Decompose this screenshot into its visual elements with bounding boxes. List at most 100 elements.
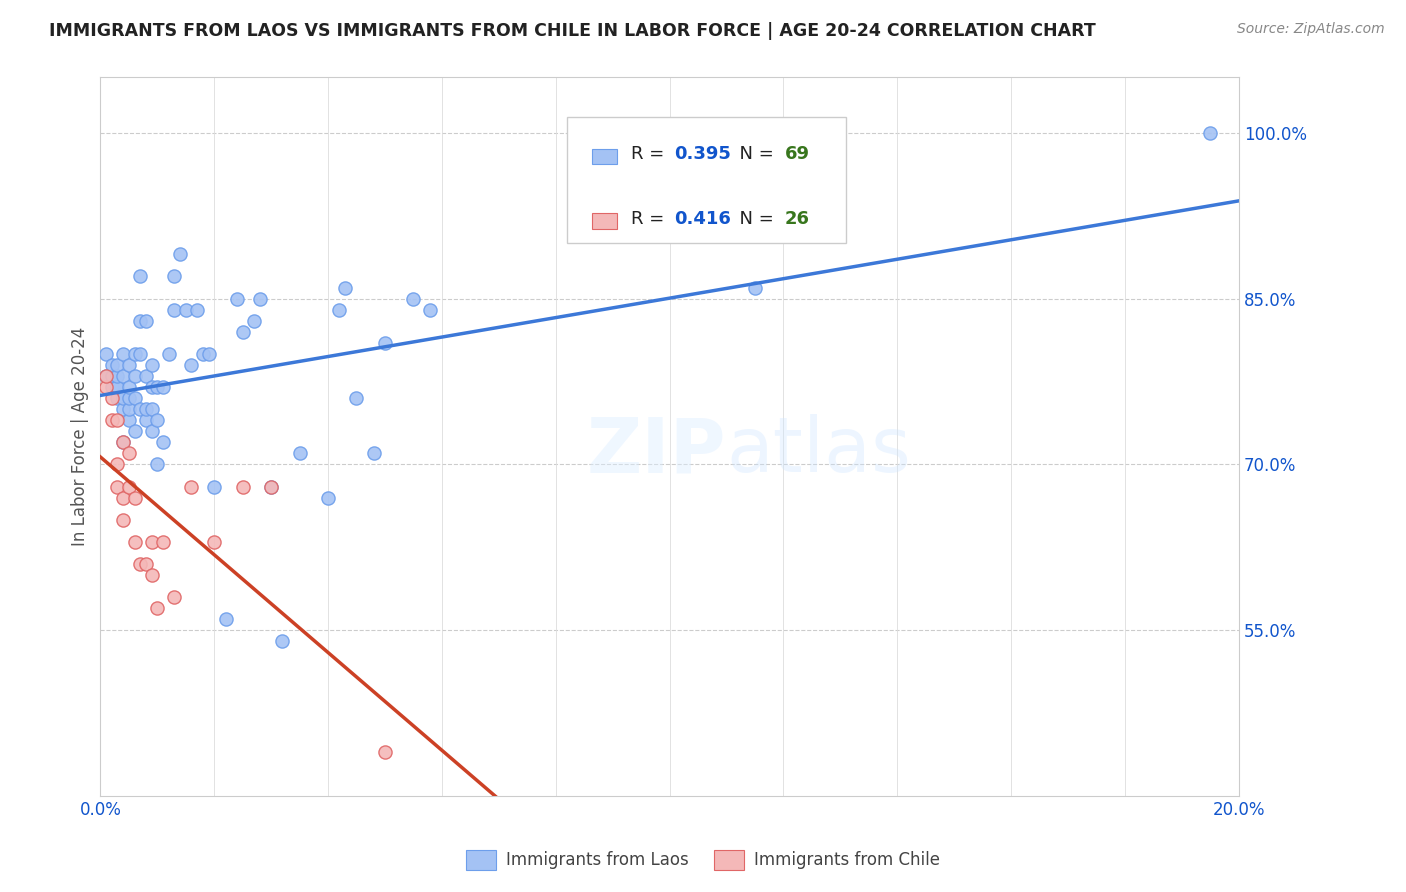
- Point: [141, 534, 163, 549]
- Point: [191, 347, 214, 361]
- Point: [374, 745, 396, 759]
- Point: [124, 369, 146, 384]
- Text: atlas: atlas: [727, 414, 911, 488]
- Point: [146, 601, 169, 615]
- Point: [226, 292, 249, 306]
- Text: ZIP: ZIP: [586, 414, 727, 488]
- Point: [112, 369, 135, 384]
- Point: [107, 380, 129, 394]
- Point: [271, 634, 294, 648]
- Point: [288, 446, 311, 460]
- Point: [346, 391, 368, 405]
- Point: [135, 402, 157, 417]
- Point: [232, 479, 254, 493]
- Point: [163, 302, 186, 317]
- Point: [100, 369, 122, 384]
- Point: [197, 347, 219, 361]
- Point: [107, 479, 129, 493]
- Point: [118, 402, 141, 417]
- Point: [94, 347, 117, 361]
- Point: [141, 424, 163, 438]
- Point: [146, 413, 169, 427]
- FancyBboxPatch shape: [567, 117, 846, 243]
- Point: [146, 380, 169, 394]
- Point: [135, 413, 157, 427]
- Point: [112, 491, 135, 505]
- Text: 0.395: 0.395: [673, 145, 731, 163]
- Point: [146, 458, 169, 472]
- Point: [129, 402, 152, 417]
- Point: [107, 358, 129, 372]
- Point: [129, 347, 152, 361]
- Point: [124, 424, 146, 438]
- Point: [118, 358, 141, 372]
- Point: [100, 391, 122, 405]
- Text: 69: 69: [785, 145, 810, 163]
- Point: [316, 491, 339, 505]
- Point: [180, 358, 202, 372]
- Point: [118, 380, 141, 394]
- Point: [402, 292, 425, 306]
- Text: N =: N =: [728, 210, 779, 228]
- Point: [112, 391, 135, 405]
- Point: [202, 534, 225, 549]
- Point: [141, 402, 163, 417]
- Point: [94, 369, 117, 384]
- Point: [163, 590, 186, 604]
- Point: [744, 280, 766, 294]
- Point: [169, 247, 191, 261]
- Point: [135, 369, 157, 384]
- Point: [124, 391, 146, 405]
- Point: [232, 325, 254, 339]
- Point: [124, 534, 146, 549]
- Point: [141, 380, 163, 394]
- Text: IMMIGRANTS FROM LAOS VS IMMIGRANTS FROM CHILE IN LABOR FORCE | AGE 20-24 CORRELA: IMMIGRANTS FROM LAOS VS IMMIGRANTS FROM …: [49, 22, 1095, 40]
- Point: [180, 479, 202, 493]
- Point: [112, 435, 135, 450]
- Point: [157, 347, 180, 361]
- Text: R =: R =: [631, 210, 669, 228]
- Point: [174, 302, 197, 317]
- Point: [129, 557, 152, 571]
- Point: [260, 479, 283, 493]
- FancyBboxPatch shape: [592, 213, 617, 229]
- Point: [94, 369, 117, 384]
- Point: [100, 358, 122, 372]
- Point: [107, 391, 129, 405]
- Point: [118, 413, 141, 427]
- Point: [363, 446, 385, 460]
- FancyBboxPatch shape: [592, 149, 617, 164]
- Point: [129, 314, 152, 328]
- Text: N =: N =: [728, 145, 779, 163]
- Point: [124, 491, 146, 505]
- Text: 0.416: 0.416: [673, 210, 731, 228]
- Point: [112, 402, 135, 417]
- Point: [135, 314, 157, 328]
- Point: [141, 358, 163, 372]
- Point: [186, 302, 208, 317]
- Point: [214, 612, 236, 626]
- Point: [112, 435, 135, 450]
- Point: [118, 446, 141, 460]
- Point: [107, 413, 129, 427]
- Point: [152, 380, 174, 394]
- Point: [374, 335, 396, 350]
- Point: [107, 380, 129, 394]
- Point: [94, 380, 117, 394]
- Point: [1199, 126, 1222, 140]
- Legend: Immigrants from Laos, Immigrants from Chile: Immigrants from Laos, Immigrants from Ch…: [460, 843, 946, 877]
- Point: [202, 479, 225, 493]
- Point: [118, 479, 141, 493]
- Point: [163, 269, 186, 284]
- Point: [107, 369, 129, 384]
- Point: [328, 302, 350, 317]
- Text: 26: 26: [785, 210, 810, 228]
- Point: [129, 269, 152, 284]
- Point: [100, 413, 122, 427]
- Point: [112, 347, 135, 361]
- Point: [243, 314, 266, 328]
- Point: [124, 347, 146, 361]
- Point: [333, 280, 356, 294]
- Point: [118, 391, 141, 405]
- Point: [152, 534, 174, 549]
